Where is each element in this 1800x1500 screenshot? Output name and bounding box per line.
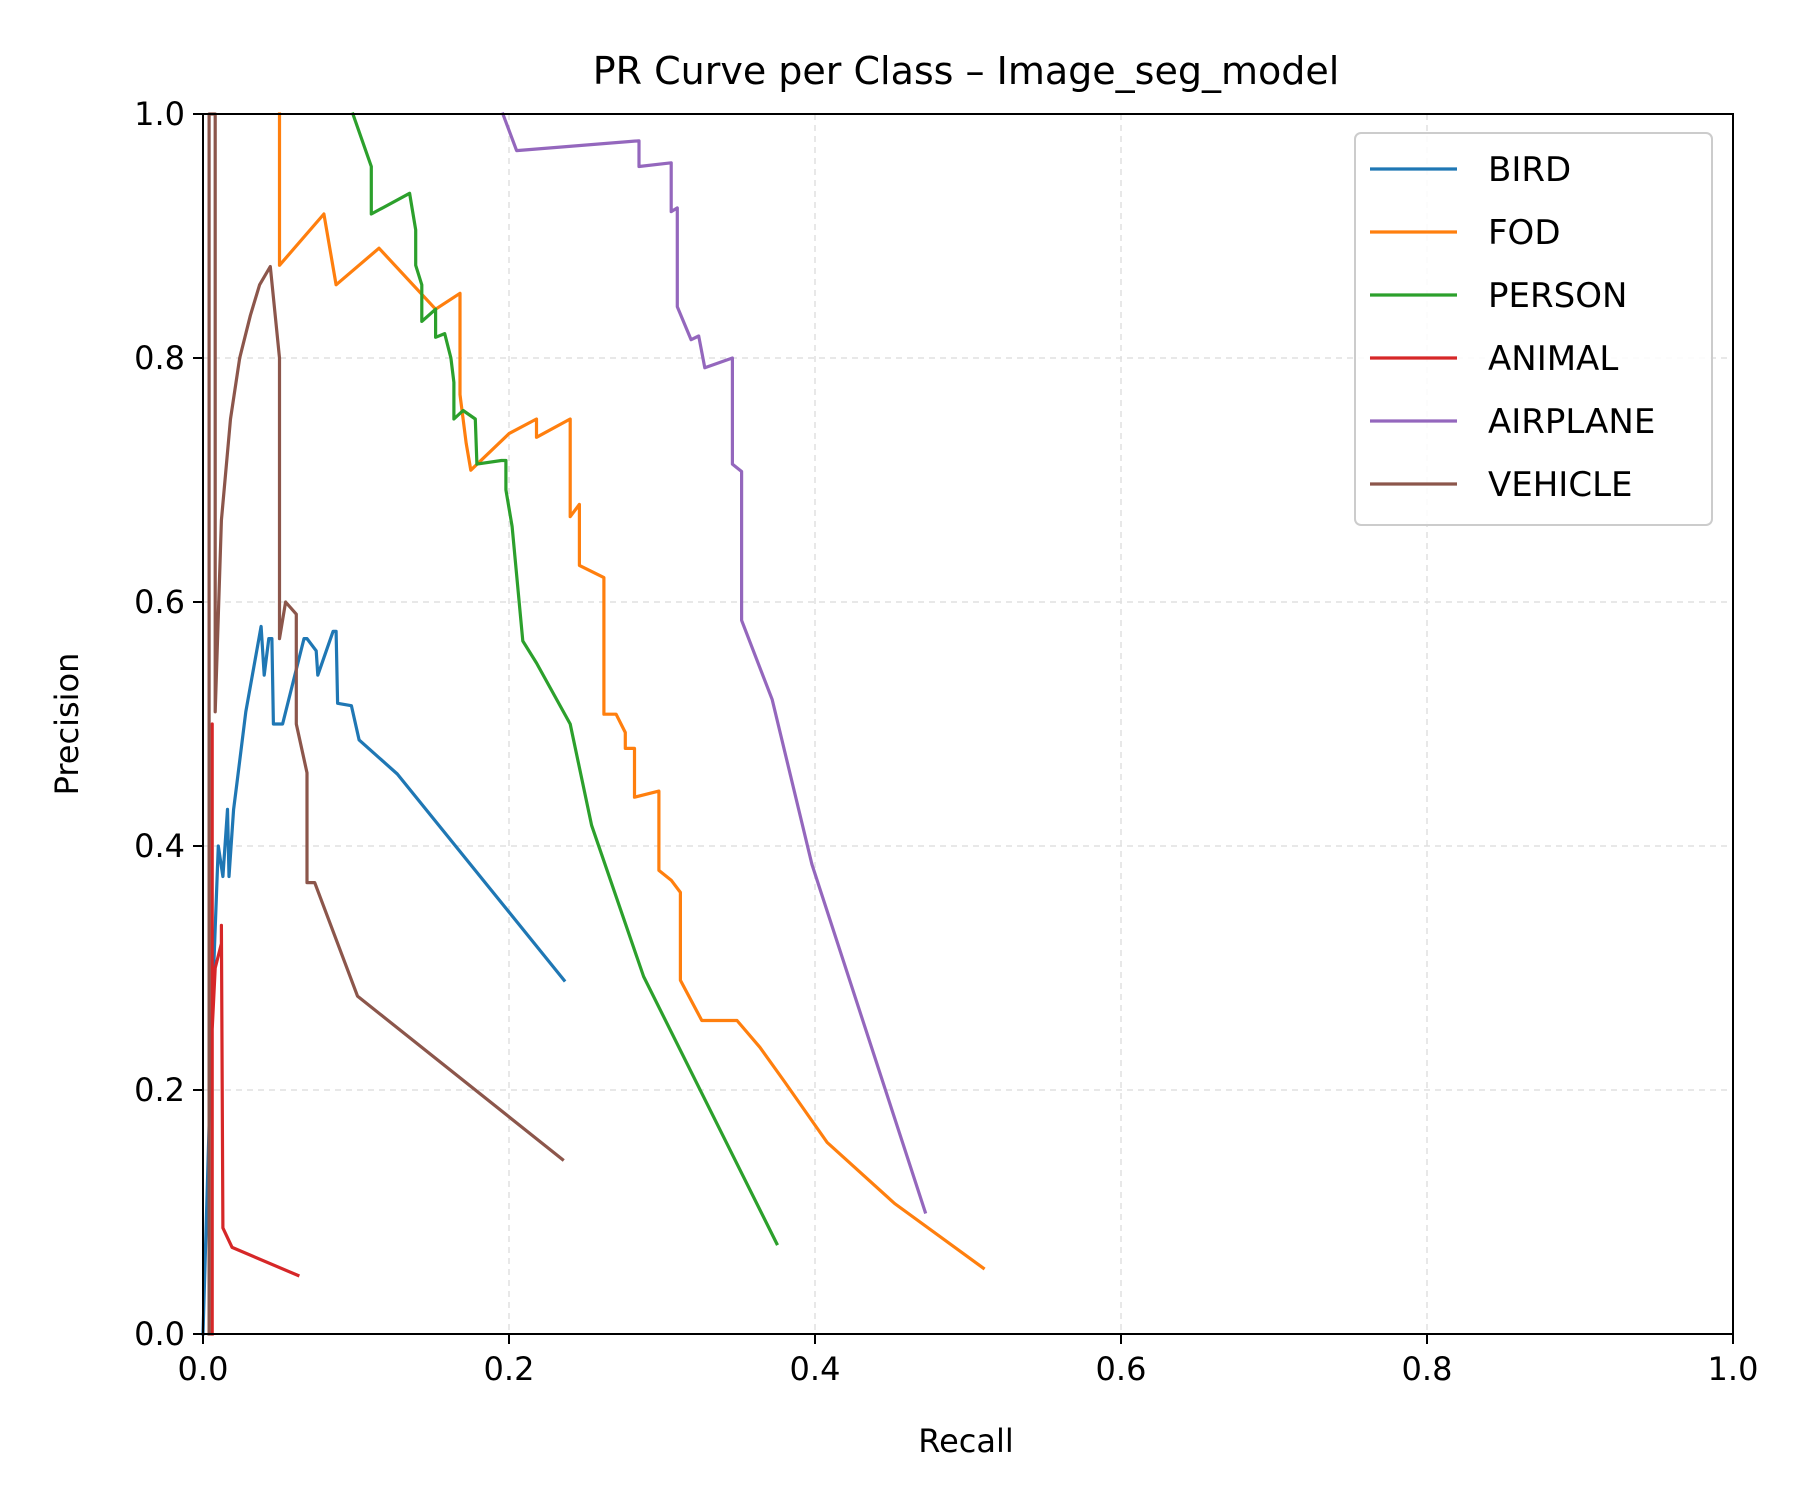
legend-label-bird: BIRD — [1488, 150, 1571, 190]
series-lines — [201, 111, 986, 1336]
y-tick-label: 0.4 — [134, 827, 185, 865]
x-tick-label: 0.8 — [1402, 1350, 1453, 1388]
y-tick-label: 0.6 — [134, 583, 185, 621]
x-tick-label: 0.0 — [178, 1350, 229, 1388]
axis-ticks: 0.0 0.2 0.4 0.6 0.8 1.0 0.0 0.2 0.4 0.6 0.8 1.0 — [134, 95, 1758, 1388]
series-line-airplane — [500, 111, 928, 1215]
y-tick-label: 1.0 — [134, 95, 185, 133]
legend-label-vehicle: VEHICLE — [1488, 465, 1633, 505]
series-line-person — [350, 111, 779, 1246]
series-line-vehicle — [207, 112, 565, 1336]
series-line-fod — [277, 112, 986, 1271]
chart-title: PR Curve per Class – Image_seg_model — [593, 49, 1340, 93]
y-tick-label: 0.8 — [134, 339, 185, 377]
x-tick-label: 0.4 — [790, 1350, 841, 1388]
x-axis-label: Recall — [918, 1422, 1013, 1460]
x-tick-label: 0.6 — [1096, 1350, 1147, 1388]
legend-label-person: PERSON — [1488, 276, 1627, 316]
y-axis-label: Precision — [48, 653, 86, 796]
legend: BIRD FOD PERSON ANIMAL AIRPLANE VEHICLE — [1354, 132, 1713, 526]
y-tick-label: 0.0 — [134, 1315, 185, 1353]
series-line-animal — [210, 722, 300, 1336]
x-tick-label: 0.2 — [484, 1350, 535, 1388]
legend-label-fod: FOD — [1488, 213, 1561, 253]
legend-label-animal: ANIMAL — [1488, 339, 1618, 379]
series-line-bird — [201, 624, 567, 1336]
y-tick-label: 0.2 — [134, 1071, 185, 1109]
plot-frame — [202, 113, 1734, 1335]
legend-label-airplane: AIRPLANE — [1488, 402, 1655, 442]
x-tick-label: 1.0 — [1708, 1350, 1759, 1388]
